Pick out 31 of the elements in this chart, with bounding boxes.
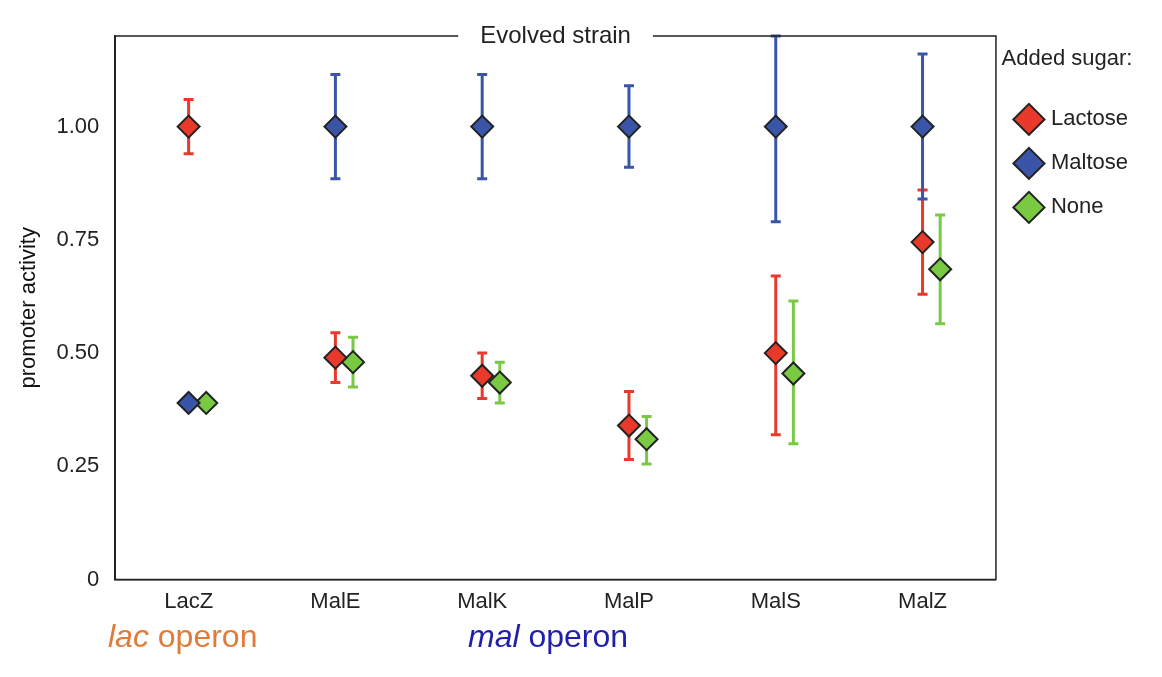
y-tick-label: 0.25 [56,452,100,478]
point [176,114,201,139]
y-axis-title: promoter activity [15,227,41,389]
point [323,345,348,370]
y-tick-label: 0.50 [56,339,100,365]
point [910,230,935,255]
point [763,114,788,139]
legend-label: Maltose [1050,149,1128,175]
point [763,341,788,366]
text: lac operon [108,618,258,655]
x-tick-label: MalK [457,587,508,613]
y-tick-label: 0.75 [56,225,100,251]
legend-title: Added sugar: [1001,45,1133,71]
text: mal operon [468,618,629,655]
x-tick-label: MalZ [898,587,947,613]
y-tick-label: 1.00 [56,112,100,138]
point [470,114,495,139]
point [470,363,495,388]
point [176,390,201,415]
chart-title: Evolved strain [480,20,631,48]
x-tick-label: LacZ [164,587,214,613]
point [910,114,935,139]
y-tick-label: 0 [86,565,100,591]
point [616,114,641,139]
x-tick-label: MalE [310,587,361,613]
legend-label: Lactose [1050,105,1129,131]
x-tick-label: MalP [603,587,655,613]
point [616,413,641,438]
legend-label: None [1050,193,1104,219]
x-tick-label: MalS [750,587,801,613]
point [323,114,348,139]
